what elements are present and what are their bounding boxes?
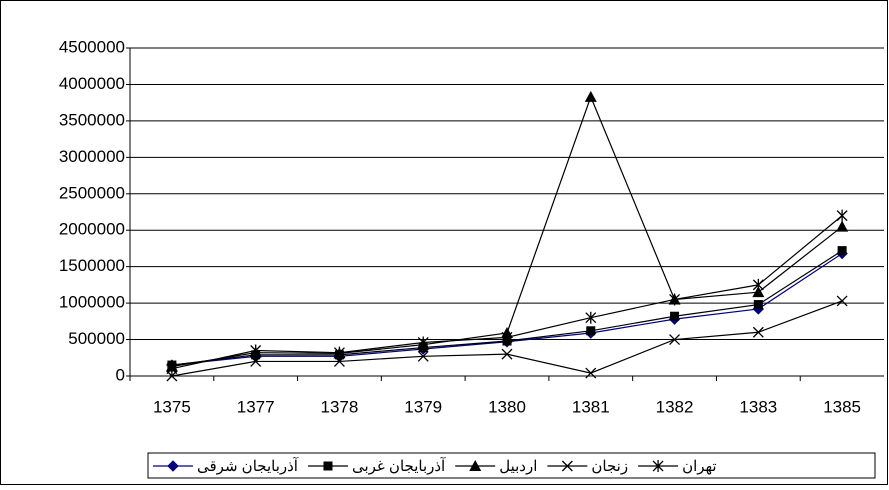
x-tick-label: 1375: [153, 397, 191, 416]
legend-label: تهران: [682, 458, 717, 475]
marker: [586, 326, 596, 336]
x-tick-label: 1379: [404, 397, 442, 416]
marker: [333, 346, 345, 359]
marker: [836, 295, 848, 307]
legend-box: [147, 452, 876, 479]
y-tick-label: 500000: [68, 329, 125, 348]
legend-label: آذربایجان شرقی: [197, 457, 299, 475]
marker: [417, 336, 429, 349]
x-tick-label: 1385: [823, 397, 861, 416]
marker: [166, 362, 178, 375]
y-tick-label: 2000000: [59, 220, 125, 239]
marker: [250, 355, 262, 367]
marker: [753, 300, 763, 310]
marker: [501, 348, 513, 360]
marker: [652, 460, 664, 472]
marker: [469, 460, 482, 471]
x-tick-label: 1377: [237, 397, 275, 416]
marker: [836, 209, 848, 222]
marker: [501, 331, 513, 344]
marker: [669, 334, 681, 346]
y-tick-label: 3500000: [59, 110, 125, 129]
marker: [250, 344, 262, 357]
marker: [837, 246, 847, 256]
x-tick-label: 1383: [739, 397, 777, 416]
x-tick-label: 1381: [572, 397, 610, 416]
legend-label: اردبیل: [499, 458, 537, 475]
x-tick-label: 1380: [488, 397, 526, 416]
marker: [836, 220, 849, 232]
x-tick-label: 1382: [656, 397, 694, 416]
marker: [167, 460, 179, 472]
marker: [584, 90, 597, 102]
y-tick-label: 0: [116, 365, 125, 384]
marker: [585, 367, 597, 379]
marker: [752, 326, 764, 338]
y-tick-label: 4500000: [59, 37, 125, 56]
y-tick-label: 2500000: [59, 183, 125, 202]
legend-label: زنجان: [591, 458, 628, 475]
x-tick-label: 1378: [321, 397, 359, 416]
marker: [669, 293, 681, 306]
y-tick-label: 4000000: [59, 74, 125, 93]
marker: [333, 355, 345, 367]
marker: [752, 286, 765, 298]
marker: [670, 311, 680, 321]
y-tick-label: 1500000: [59, 256, 125, 275]
marker: [585, 311, 597, 324]
marker: [752, 278, 764, 291]
y-tick-label: 3000000: [59, 147, 125, 166]
legend-label: آذربایجان غربی: [352, 457, 446, 475]
legend: آذربایجان شرقی آذربایجان غربی اردبیل زنجان ت…: [147, 452, 876, 479]
y-tick-label: 1000000: [59, 293, 125, 312]
marker: [417, 350, 429, 362]
marker: [323, 461, 333, 471]
marker: [561, 460, 573, 472]
